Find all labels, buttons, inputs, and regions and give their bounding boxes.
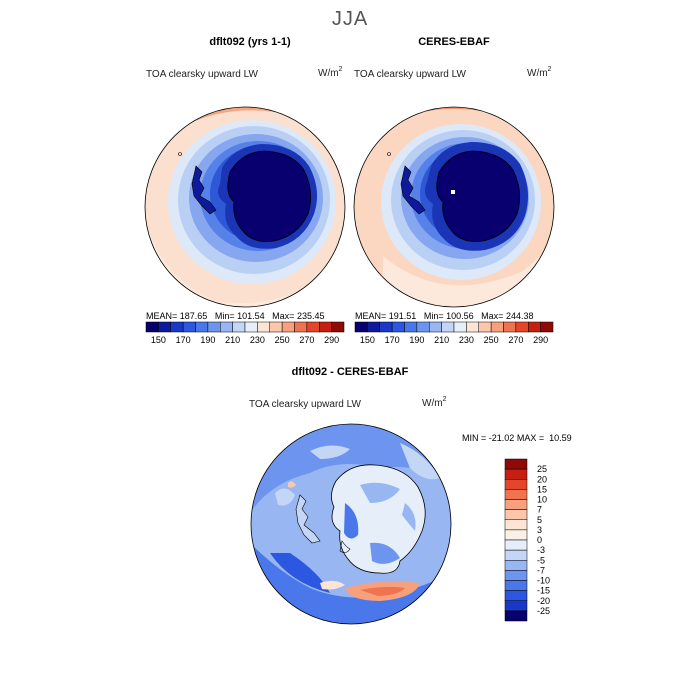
- colorbar-swatch: [504, 468, 528, 480]
- colorbar-tick-label: 190: [200, 335, 215, 345]
- colorbar-swatch: [404, 321, 418, 333]
- colorbar-tick-label: 150: [151, 335, 166, 345]
- colorbar-swatch: [528, 321, 541, 333]
- colorbar-tick-label: 230: [250, 335, 265, 345]
- colorbar-tick-label: 25: [537, 464, 547, 474]
- colorbar-swatch: [504, 539, 528, 551]
- colorbar-swatch: [367, 321, 381, 333]
- diff-variable: TOA clearsky upward LW: [249, 399, 361, 410]
- colorbar-tick-label: 210: [225, 335, 240, 345]
- colorbar-swatch: [220, 321, 233, 333]
- panel2-map: [353, 106, 555, 308]
- colorbar-tick-label: -15: [537, 586, 550, 596]
- diff-title: dflt092 - CERES-EBAF: [291, 366, 409, 378]
- colorbar-swatch: [504, 590, 528, 602]
- panel2-title: CERES-EBAF: [418, 36, 490, 48]
- colorbar-tick-label: -20: [537, 596, 550, 606]
- colorbar-swatch: [504, 529, 528, 541]
- colorbar-tick-label: 170: [176, 335, 191, 345]
- colorbar-tick-label: 290: [324, 335, 339, 345]
- colorbar-swatch: [232, 321, 246, 333]
- colorbar-tick-label: 270: [508, 335, 523, 345]
- colorbar-tick-label: 20: [537, 474, 547, 484]
- colorbar-swatch: [429, 321, 442, 333]
- colorbar-swatch: [170, 321, 184, 333]
- colorbar-swatch: [466, 321, 480, 333]
- panel1-colorbar: 150 170 190 210 230 250 270 290: [145, 321, 345, 345]
- colorbar-tick-label: -3: [537, 545, 545, 555]
- panel2-stats: MEAN= 191.51 Min= 100.56 Max= 244.38: [355, 311, 534, 321]
- colorbar-tick-label: 15: [537, 484, 547, 494]
- panel1-map: [144, 106, 346, 308]
- colorbar-swatch: [504, 479, 528, 490]
- season-title: JJA: [331, 8, 369, 30]
- colorbar-swatch: [158, 321, 172, 333]
- colorbar-swatch: [391, 321, 405, 333]
- colorbar-swatch: [379, 321, 393, 333]
- colorbar-swatch: [182, 321, 196, 333]
- colorbar-swatch: [504, 610, 528, 622]
- panel2-variable: TOA clearsky upward LW: [354, 69, 466, 80]
- colorbar-swatch: [207, 321, 221, 333]
- colorbar-swatch: [503, 321, 517, 333]
- panel1-title: dflt092 (yrs 1-1): [209, 36, 291, 48]
- colorbar-tick-label: 250: [484, 335, 499, 345]
- colorbar-swatch: [490, 321, 504, 333]
- panel1-units: W/m2: [318, 66, 343, 79]
- colorbar-tick-label: 150: [360, 335, 375, 345]
- colorbar-swatch: [478, 321, 492, 333]
- colorbar-tick-label: -7: [537, 565, 545, 575]
- colorbar-tick-label: 5: [537, 515, 542, 525]
- colorbar-swatch: [354, 321, 368, 333]
- panel2-colorbar: 150 170 190 210 230 250 270 290: [354, 321, 554, 345]
- colorbar-tick-label: 230: [459, 335, 474, 345]
- colorbar-swatch: [504, 600, 528, 612]
- colorbar-swatch: [504, 458, 528, 470]
- colorbar-swatch: [504, 570, 528, 581]
- colorbar-tick-label: 170: [385, 335, 400, 345]
- colorbar-tick-label: 3: [537, 525, 542, 535]
- colorbar-tick-label: 290: [533, 335, 548, 345]
- colorbar-tick-label: 10: [537, 495, 547, 505]
- colorbar-swatch: [306, 321, 320, 333]
- colorbar-swatch: [504, 560, 528, 571]
- colorbar-tick-label: -5: [537, 555, 545, 565]
- diff-units: W/m2: [422, 396, 447, 409]
- colorbar-swatch: [244, 321, 258, 333]
- colorbar-swatch: [504, 489, 528, 500]
- colorbar-swatch: [145, 321, 159, 333]
- colorbar-swatch: [515, 321, 529, 333]
- colorbar-swatch: [257, 321, 271, 333]
- colorbar-swatch: [195, 321, 209, 333]
- colorbar-swatch: [269, 321, 283, 333]
- colorbar-swatch: [294, 321, 308, 333]
- colorbar-tick-label: 270: [299, 335, 314, 345]
- colorbar-swatch: [441, 321, 455, 333]
- colorbar-tick-label: 210: [434, 335, 449, 345]
- colorbar-tick-label: 190: [409, 335, 424, 345]
- colorbar-tick-label: 7: [537, 505, 542, 515]
- colorbar-swatch: [504, 580, 528, 591]
- colorbar-tick-label: 250: [275, 335, 290, 345]
- colorbar-swatch: [416, 321, 430, 333]
- colorbar-swatch: [331, 321, 345, 333]
- panel1-variable: TOA clearsky upward LW: [146, 69, 258, 80]
- colorbar-swatch: [504, 509, 528, 521]
- colorbar-swatch: [453, 321, 467, 333]
- colorbar-swatch: [504, 549, 528, 561]
- colorbar-swatch: [540, 321, 554, 333]
- colorbar-tick-label: 0: [537, 535, 542, 545]
- colorbar-swatch: [319, 321, 332, 333]
- panel2-units: W/m2: [527, 66, 552, 79]
- diff-minmax: MIN = -21.02 MAX = 10.59: [462, 433, 572, 443]
- colorbar-swatch: [281, 321, 295, 333]
- colorbar-swatch: [504, 519, 528, 531]
- diff-map: [250, 423, 452, 625]
- colorbar-tick-label: -10: [537, 576, 550, 586]
- colorbar-swatch: [504, 499, 528, 510]
- panel1-stats: MEAN= 187.65 Min= 101.54 Max= 235.45: [146, 311, 325, 321]
- colorbar-tick-label: -25: [537, 606, 550, 616]
